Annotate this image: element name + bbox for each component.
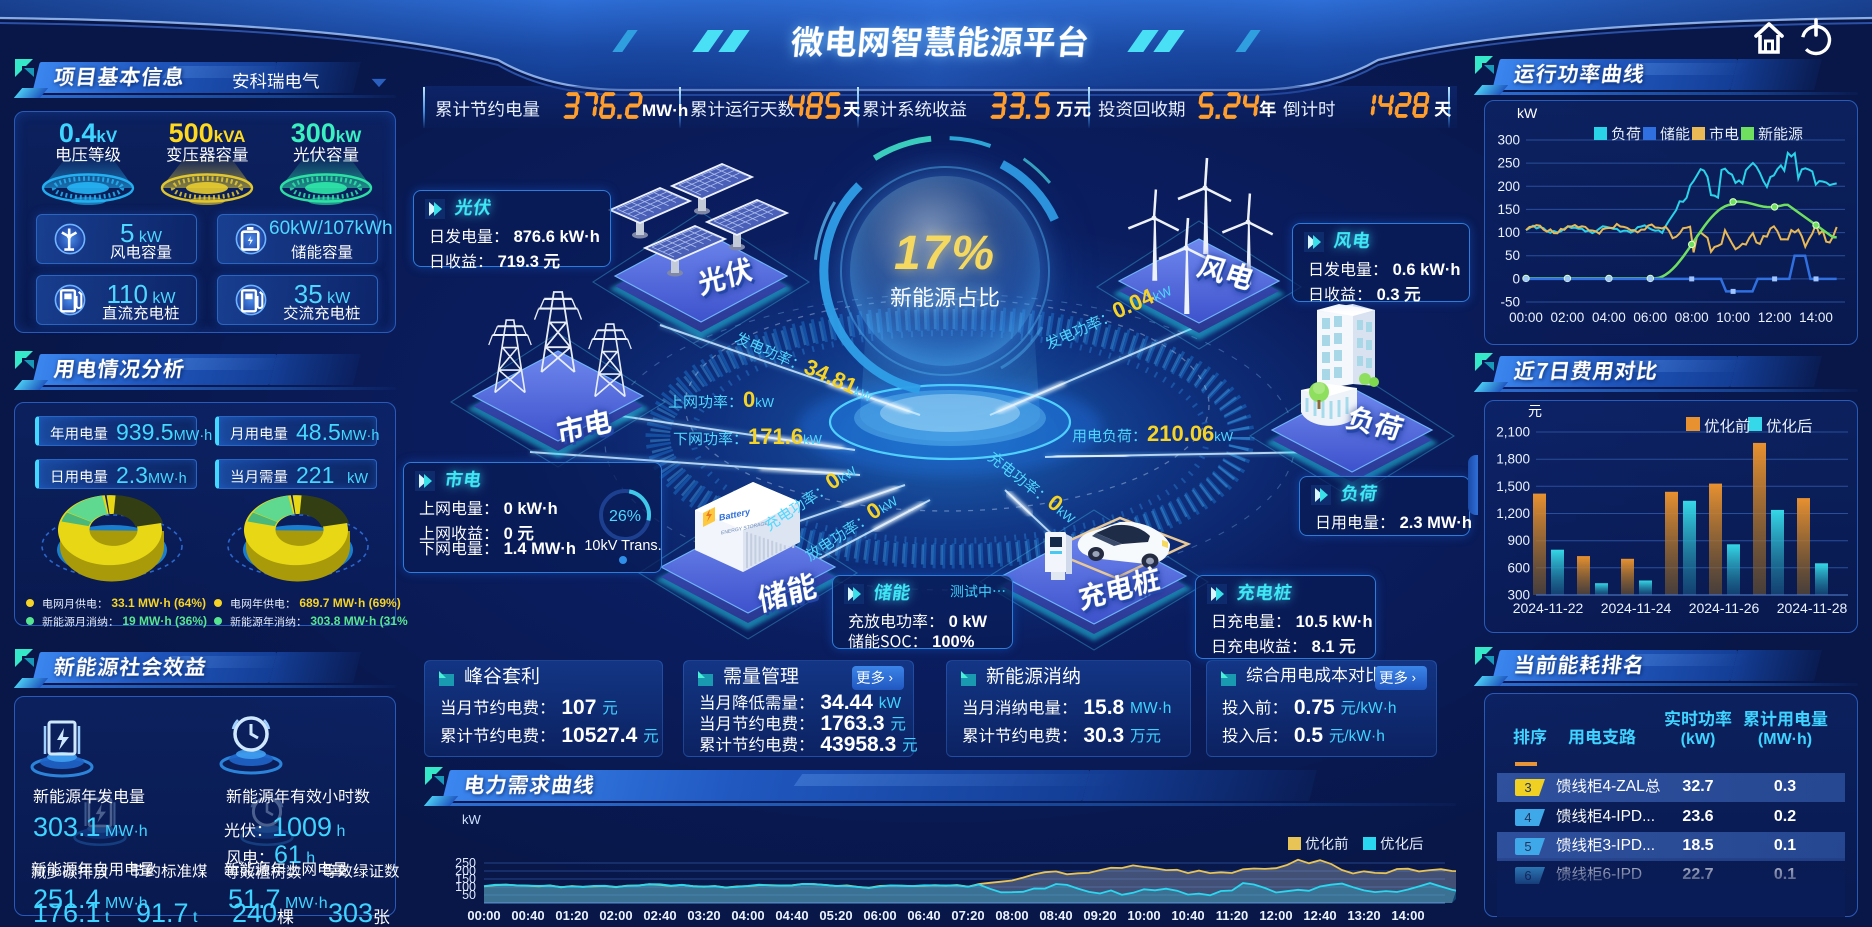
svg-text:元: 元 <box>1528 403 1542 419</box>
svg-text:-50: -50 <box>1500 295 1520 310</box>
svg-text:2024-11-28: 2024-11-28 <box>1777 600 1848 616</box>
svg-text:250: 250 <box>1497 156 1520 171</box>
svg-text:04:00: 04:00 <box>1592 310 1626 325</box>
svg-text:150: 150 <box>455 872 476 886</box>
svg-text:02:40: 02:40 <box>643 908 676 923</box>
svg-text:26%: 26% <box>609 508 641 525</box>
svg-text:10:00: 10:00 <box>1716 310 1750 325</box>
svg-text:50: 50 <box>1505 248 1520 263</box>
svg-text:2024-11-26: 2024-11-26 <box>1689 600 1760 616</box>
svg-text:06:00: 06:00 <box>863 908 896 923</box>
svg-text:04:40: 04:40 <box>775 908 808 923</box>
svg-text:200: 200 <box>455 864 476 878</box>
svg-text:07:20: 07:20 <box>951 908 984 923</box>
svg-text:03:20: 03:20 <box>687 908 720 923</box>
svg-text:06:40: 06:40 <box>907 908 940 923</box>
svg-text:1,500: 1,500 <box>1496 479 1530 494</box>
svg-text:2024-11-24: 2024-11-24 <box>1601 600 1672 616</box>
svg-text:02:00: 02:00 <box>1551 310 1585 325</box>
svg-text:10:00: 10:00 <box>1127 908 1160 923</box>
svg-text:kW: kW <box>1517 105 1538 121</box>
svg-text:04:00: 04:00 <box>731 908 764 923</box>
svg-text:05:20: 05:20 <box>819 908 852 923</box>
svg-text:5: 5 <box>1524 839 1531 854</box>
svg-text:14:00: 14:00 <box>1799 310 1833 325</box>
svg-text:1,200: 1,200 <box>1496 506 1530 521</box>
svg-text:250: 250 <box>455 856 476 870</box>
svg-text:12:40: 12:40 <box>1303 908 1336 923</box>
svg-text:300: 300 <box>1497 133 1520 148</box>
svg-text:kW: kW <box>462 812 482 827</box>
svg-text:12:00: 12:00 <box>1259 908 1292 923</box>
svg-text:150: 150 <box>1497 202 1520 217</box>
svg-text:00:40: 00:40 <box>511 908 544 923</box>
svg-text:00:00: 00:00 <box>467 908 500 923</box>
svg-text:09:20: 09:20 <box>1083 908 1116 923</box>
svg-text:13:20: 13:20 <box>1347 908 1380 923</box>
svg-text:3: 3 <box>1524 780 1531 795</box>
svg-text:600: 600 <box>1507 560 1530 575</box>
svg-text:08:00: 08:00 <box>1675 310 1709 325</box>
svg-text:4: 4 <box>1524 810 1531 825</box>
svg-text:900: 900 <box>1507 533 1530 548</box>
svg-text:14:00: 14:00 <box>1391 908 1424 923</box>
svg-text:1,800: 1,800 <box>1496 452 1530 467</box>
svg-text:200: 200 <box>1497 179 1520 194</box>
svg-text:0: 0 <box>1512 271 1520 286</box>
svg-text:100: 100 <box>1497 225 1520 240</box>
svg-text:08:40: 08:40 <box>1039 908 1072 923</box>
svg-text:01:20: 01:20 <box>555 908 588 923</box>
svg-text:11:20: 11:20 <box>1216 908 1249 923</box>
svg-text:50: 50 <box>462 888 476 902</box>
svg-text:08:00: 08:00 <box>995 908 1028 923</box>
svg-text:06:00: 06:00 <box>1633 310 1667 325</box>
svg-text:00:00: 00:00 <box>1509 310 1543 325</box>
svg-text:2,100: 2,100 <box>1496 425 1530 440</box>
svg-text:10:40: 10:40 <box>1171 908 1204 923</box>
svg-text:02:00: 02:00 <box>599 908 632 923</box>
svg-text:2024-11-22: 2024-11-22 <box>1513 600 1584 616</box>
svg-text:100: 100 <box>455 880 476 894</box>
svg-text:300: 300 <box>1507 588 1530 603</box>
svg-text:12:00: 12:00 <box>1758 310 1792 325</box>
